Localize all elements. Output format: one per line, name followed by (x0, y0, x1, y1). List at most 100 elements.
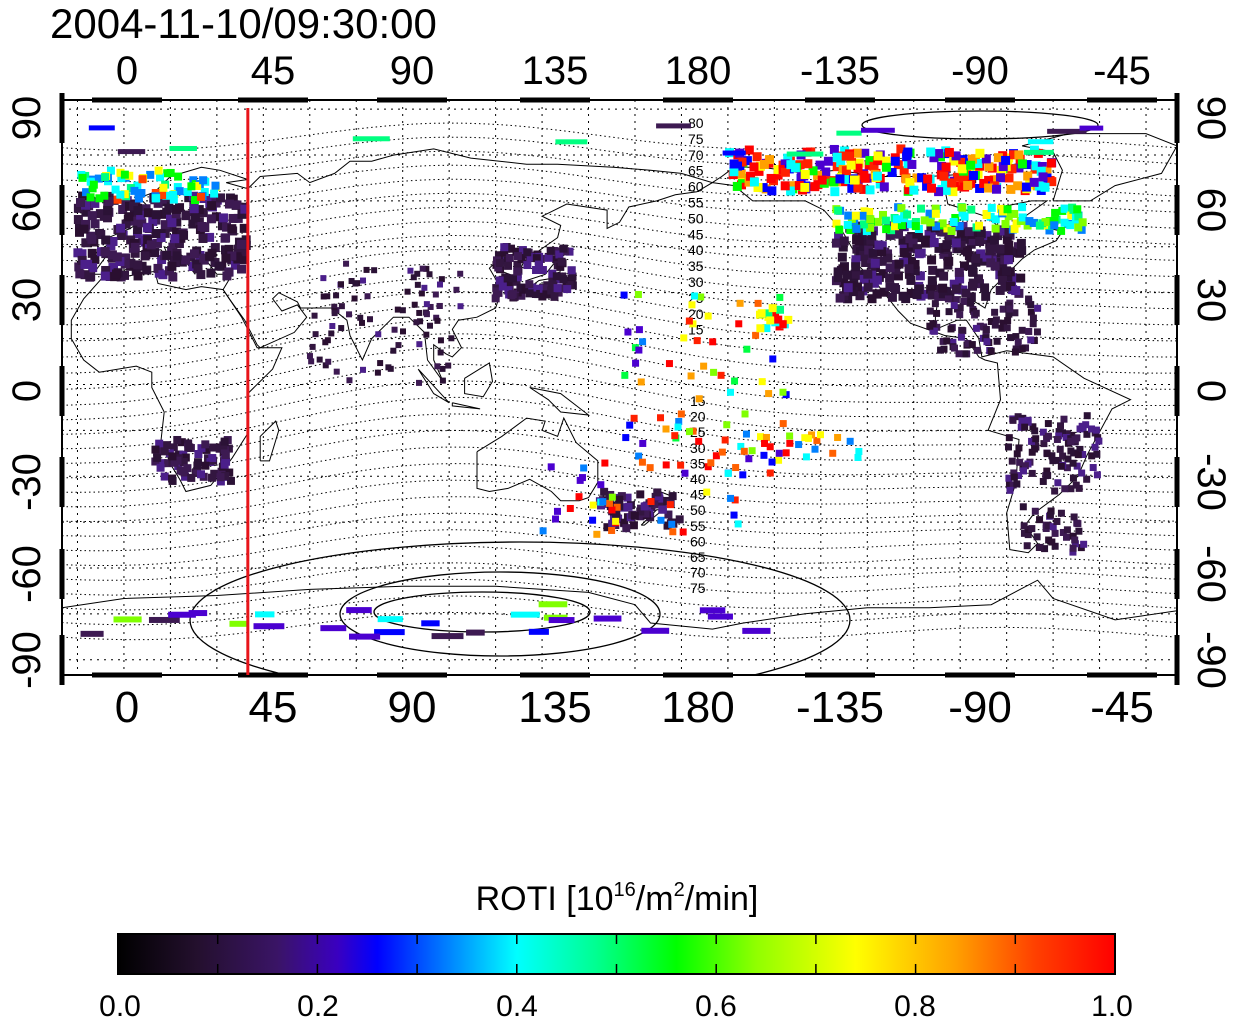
lon-label-bottom: -45 (1090, 683, 1154, 732)
roti-cell (987, 347, 995, 355)
roti-cell (542, 290, 551, 299)
roti-cell (1028, 437, 1036, 445)
roti-cell (1007, 164, 1017, 174)
roti-cell (320, 293, 327, 300)
roti-cell (854, 158, 864, 168)
roti-cell (90, 219, 100, 229)
roti-cell (786, 439, 794, 447)
roti-cell (869, 161, 879, 171)
roti-cell (138, 175, 147, 184)
roti-cell (152, 238, 162, 248)
roti-cell (976, 229, 986, 239)
roti-cell (1063, 464, 1071, 472)
roti-cell (931, 300, 939, 308)
roti-cell (196, 192, 205, 201)
roti-cell (218, 213, 228, 223)
roti-cell (133, 181, 142, 190)
roti-cell (1012, 333, 1020, 341)
roti-cell (775, 456, 783, 464)
roti-cell (951, 344, 959, 352)
roti-cell (1011, 348, 1019, 356)
roti-cell (761, 439, 769, 447)
roti-cell (968, 341, 976, 349)
roti-cell (991, 321, 999, 329)
roti-cell (1005, 434, 1013, 442)
roti-cell (1031, 161, 1041, 171)
roti-cell (423, 331, 430, 338)
roti-cell (513, 260, 522, 269)
roti-cell (949, 338, 957, 346)
roti-cell (534, 284, 543, 293)
roti-cell (904, 269, 914, 279)
roti-cell (879, 182, 889, 192)
roti-cell (843, 220, 852, 229)
roti-cell (906, 275, 916, 285)
colorbar-tick-label: 0.6 (695, 990, 737, 1023)
roti-cell (1024, 418, 1032, 426)
roti-cell (504, 286, 513, 295)
roti-cell (87, 234, 97, 244)
roti-cell (1041, 218, 1050, 227)
mlat-label: 50 (690, 502, 706, 518)
mlat-label: 40 (688, 242, 704, 258)
roti-cell (73, 215, 83, 225)
roti-cell (160, 472, 169, 481)
roti-cell (198, 233, 208, 243)
mlat-contour (62, 380, 1177, 435)
roti-cell (1045, 226, 1054, 235)
roti-cell (658, 505, 667, 514)
roti-cell (1078, 422, 1086, 430)
roti-cell (707, 613, 733, 620)
roti-cell (553, 507, 561, 515)
roti-cell (140, 251, 150, 261)
roti-cell (80, 630, 104, 637)
roti-cell (457, 303, 464, 310)
roti-cell (868, 248, 878, 258)
roti-cell (639, 338, 647, 346)
roti-cell (1005, 310, 1013, 318)
roti-cell (975, 183, 985, 193)
roti-cell (982, 211, 991, 220)
roti-cell (964, 339, 972, 347)
roti-cell (363, 266, 370, 273)
roti-cell (221, 222, 231, 232)
roti-cell (1048, 452, 1056, 460)
roti-cell (991, 184, 1001, 194)
roti-cell (956, 304, 964, 312)
roti-cell (331, 303, 338, 310)
roti-cell (311, 312, 318, 319)
roti-cell (1067, 485, 1075, 493)
lon-labels-bottom: 0 45 90 135 180 -135 -90 -45 (115, 683, 1154, 732)
roti-cell (897, 221, 906, 230)
roti-cell (1076, 445, 1084, 453)
roti-cell (957, 333, 965, 341)
roti-cell (200, 188, 209, 197)
roti-cell (622, 524, 631, 533)
roti-cell (662, 461, 670, 469)
roti-cell (554, 288, 563, 297)
roti-cell (546, 246, 555, 255)
roti-cell (937, 346, 945, 354)
roti-cell (525, 289, 534, 298)
roti-cell (784, 315, 793, 324)
roti-cell (999, 305, 1007, 313)
roti-cell (1025, 217, 1034, 226)
roti-cell (228, 194, 238, 204)
roti-cell (133, 206, 143, 216)
roti-cell (689, 320, 697, 328)
roti-cell (1010, 224, 1019, 233)
roti-cell (1059, 452, 1067, 460)
roti-cell (855, 291, 865, 301)
roti-cell (597, 481, 605, 489)
roti-cell (939, 337, 947, 345)
roti-cell (927, 276, 937, 286)
roti-cell (185, 443, 194, 452)
roti-cell (211, 181, 220, 190)
roti-cell (949, 217, 958, 226)
roti-cell (834, 206, 843, 215)
roti-cell (903, 210, 912, 219)
roti-cell (404, 288, 411, 295)
roti-cell (211, 212, 221, 222)
roti-cell (775, 449, 783, 457)
roti-cell (929, 237, 939, 247)
